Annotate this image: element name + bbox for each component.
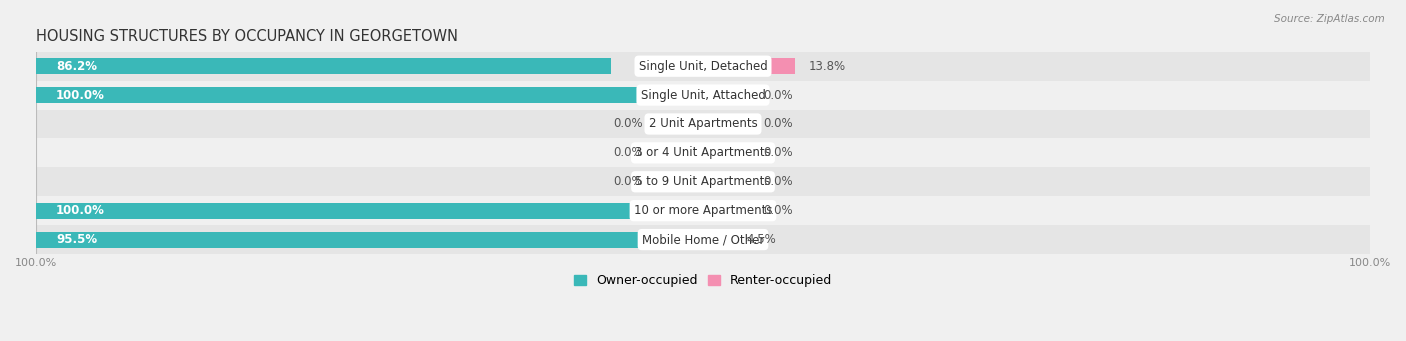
Bar xyxy=(657,116,703,132)
Bar xyxy=(37,225,1369,254)
Bar xyxy=(37,196,1369,225)
Bar xyxy=(37,203,703,219)
Text: 5 to 9 Unit Apartments: 5 to 9 Unit Apartments xyxy=(636,175,770,188)
Text: 86.2%: 86.2% xyxy=(56,60,97,73)
Bar xyxy=(37,81,1369,109)
Text: 4.5%: 4.5% xyxy=(747,233,776,246)
Bar xyxy=(37,87,703,103)
Bar xyxy=(703,58,794,74)
Bar xyxy=(703,145,749,161)
Text: 0.0%: 0.0% xyxy=(763,118,793,131)
Text: 0.0%: 0.0% xyxy=(613,146,643,159)
Text: HOUSING STRUCTURES BY OCCUPANCY IN GEORGETOWN: HOUSING STRUCTURES BY OCCUPANCY IN GEORG… xyxy=(37,29,458,44)
Text: Single Unit, Detached: Single Unit, Detached xyxy=(638,60,768,73)
Text: 100.0%: 100.0% xyxy=(56,204,105,217)
Bar xyxy=(37,52,1369,81)
Bar xyxy=(703,232,733,248)
Bar xyxy=(657,145,703,161)
Text: 3 or 4 Unit Apartments: 3 or 4 Unit Apartments xyxy=(636,146,770,159)
Text: 13.8%: 13.8% xyxy=(808,60,845,73)
Bar xyxy=(703,174,749,190)
Bar xyxy=(703,87,749,103)
Text: Source: ZipAtlas.com: Source: ZipAtlas.com xyxy=(1274,14,1385,24)
Text: 0.0%: 0.0% xyxy=(763,146,793,159)
Text: Single Unit, Attached: Single Unit, Attached xyxy=(641,89,765,102)
Text: 10 or more Apartments: 10 or more Apartments xyxy=(634,204,772,217)
Text: Mobile Home / Other: Mobile Home / Other xyxy=(641,233,765,246)
Bar xyxy=(37,167,1369,196)
Text: 0.0%: 0.0% xyxy=(613,175,643,188)
Bar xyxy=(37,58,612,74)
Text: 0.0%: 0.0% xyxy=(763,204,793,217)
Bar xyxy=(37,138,1369,167)
Bar xyxy=(37,109,1369,138)
Bar xyxy=(703,116,749,132)
Text: 100.0%: 100.0% xyxy=(56,89,105,102)
Bar xyxy=(703,203,749,219)
Text: 0.0%: 0.0% xyxy=(763,89,793,102)
Bar xyxy=(657,174,703,190)
Legend: Owner-occupied, Renter-occupied: Owner-occupied, Renter-occupied xyxy=(568,269,838,292)
Text: 2 Unit Apartments: 2 Unit Apartments xyxy=(648,118,758,131)
Text: 95.5%: 95.5% xyxy=(56,233,97,246)
Text: 0.0%: 0.0% xyxy=(613,118,643,131)
Bar xyxy=(37,232,673,248)
Text: 0.0%: 0.0% xyxy=(763,175,793,188)
